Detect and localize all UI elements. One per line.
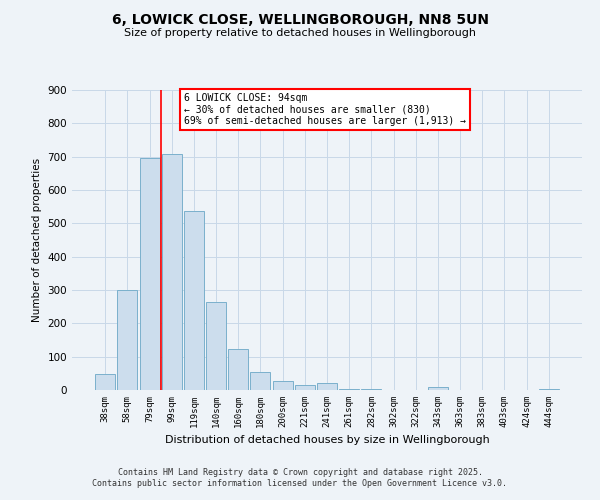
Bar (118, 290, 137, 390)
Bar (339, 389, 359, 390)
Bar (162, 154, 182, 390)
Bar (295, 385, 315, 390)
Bar (140, 158, 160, 390)
Bar (206, 302, 226, 390)
Bar (250, 372, 271, 390)
Text: 6 LOWICK CLOSE: 94sqm
← 30% of detached houses are smaller (830)
69% of semi-det: 6 LOWICK CLOSE: 94sqm ← 30% of detached … (184, 93, 466, 126)
Text: 6, LOWICK CLOSE, WELLINGBOROUGH, NN8 5UN: 6, LOWICK CLOSE, WELLINGBOROUGH, NN8 5UN (112, 12, 488, 26)
Y-axis label: Number of detached properties: Number of detached properties (32, 158, 42, 322)
Text: Contains HM Land Registry data © Crown copyright and database right 2025.
Contai: Contains HM Land Registry data © Crown c… (92, 468, 508, 487)
Bar (428, 388, 448, 390)
Bar (228, 348, 248, 390)
Bar (184, 211, 204, 390)
Text: Size of property relative to detached houses in Wellingborough: Size of property relative to detached ho… (124, 28, 476, 38)
Bar (317, 384, 337, 390)
X-axis label: Distribution of detached houses by size in Wellingborough: Distribution of detached houses by size … (164, 436, 490, 446)
Bar (272, 380, 293, 390)
Bar (95, 374, 115, 390)
